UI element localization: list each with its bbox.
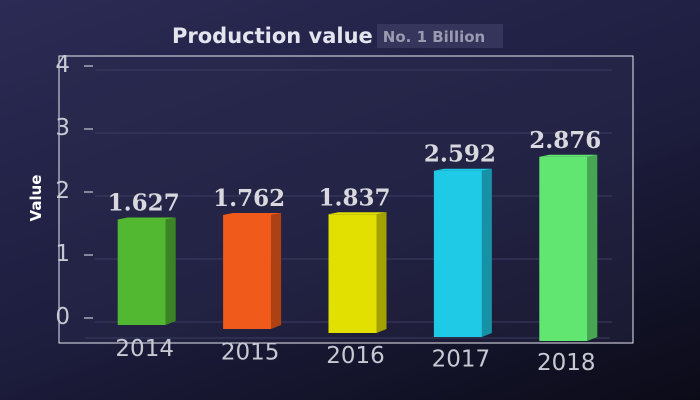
y-tick-label: 3 bbox=[55, 115, 70, 141]
chart-title: Production value bbox=[172, 24, 373, 48]
bar-side bbox=[376, 212, 387, 333]
bar bbox=[117, 219, 166, 325]
bar-value-label: 2.876 bbox=[529, 127, 601, 154]
bar bbox=[433, 170, 482, 337]
bar-side bbox=[587, 154, 598, 341]
bar-value-label: 1.837 bbox=[318, 184, 390, 211]
bar-side bbox=[165, 217, 176, 325]
bar-value-label: 1.762 bbox=[213, 185, 285, 212]
x-tick-label: 2014 bbox=[115, 336, 174, 362]
bar-value-label: 2.592 bbox=[424, 141, 496, 168]
x-tick-label: 2018 bbox=[537, 350, 596, 376]
bar-side bbox=[271, 212, 282, 329]
bar bbox=[328, 214, 377, 333]
bar-side bbox=[481, 168, 492, 337]
x-tick-label: 2017 bbox=[432, 347, 491, 373]
y-tick-label: 0 bbox=[55, 304, 70, 330]
x-tick-label: 2015 bbox=[221, 340, 280, 366]
y-tick-label: 2 bbox=[55, 178, 70, 204]
bar-value-label: 1.627 bbox=[108, 189, 180, 216]
bar bbox=[223, 214, 272, 329]
bar-top bbox=[223, 212, 282, 215]
bar-top bbox=[433, 168, 492, 171]
y-tick-label: 1 bbox=[55, 241, 70, 267]
bar bbox=[539, 156, 588, 341]
bar-top bbox=[117, 217, 176, 220]
chart-subtitle: No. 1 Billion bbox=[376, 24, 504, 48]
bar-top bbox=[328, 212, 387, 215]
y-tick-label: 4 bbox=[55, 52, 70, 78]
x-tick-label: 2016 bbox=[326, 343, 385, 369]
bar-top bbox=[539, 154, 598, 157]
chart-title-group: Production value No. 1 Billion bbox=[172, 22, 504, 50]
